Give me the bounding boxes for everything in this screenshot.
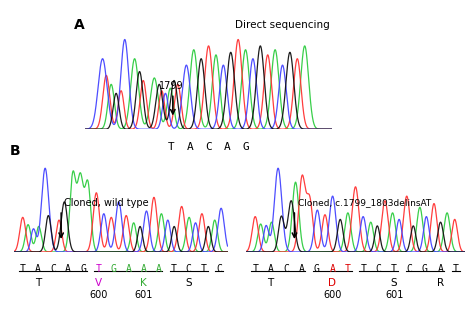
Text: T: T bbox=[171, 264, 177, 274]
Text: Cloned, wild type: Cloned, wild type bbox=[64, 198, 149, 208]
Text: Direct sequencing: Direct sequencing bbox=[235, 20, 329, 30]
Text: A: A bbox=[224, 142, 230, 152]
Text: A: A bbox=[268, 264, 273, 274]
Text: T: T bbox=[360, 264, 366, 274]
Text: A: A bbox=[299, 264, 304, 274]
Text: V: V bbox=[95, 278, 102, 288]
Text: T: T bbox=[345, 264, 351, 274]
Text: S: S bbox=[391, 278, 397, 288]
Text: C: C bbox=[50, 264, 56, 274]
Text: C: C bbox=[283, 264, 289, 274]
Text: A: A bbox=[141, 264, 146, 274]
Text: 600: 600 bbox=[323, 290, 342, 300]
Text: A: A bbox=[329, 264, 335, 274]
Text: G: G bbox=[314, 264, 320, 274]
Text: 601: 601 bbox=[385, 290, 403, 300]
Text: A: A bbox=[65, 264, 71, 274]
Text: T: T bbox=[201, 264, 207, 274]
Text: A: A bbox=[438, 264, 443, 274]
Text: A: A bbox=[35, 264, 41, 274]
Text: S: S bbox=[185, 278, 192, 288]
Text: 600: 600 bbox=[89, 290, 108, 300]
Text: C: C bbox=[205, 142, 212, 152]
Text: T: T bbox=[95, 264, 101, 274]
Text: C: C bbox=[186, 264, 192, 274]
Text: K: K bbox=[140, 278, 147, 288]
Text: 601: 601 bbox=[134, 290, 153, 300]
Text: T: T bbox=[35, 278, 41, 288]
Text: 1799: 1799 bbox=[159, 81, 184, 91]
Text: A: A bbox=[126, 264, 131, 274]
Text: B: B bbox=[9, 144, 20, 158]
Text: T: T bbox=[453, 264, 459, 274]
Text: R: R bbox=[437, 278, 444, 288]
Text: G: G bbox=[110, 264, 116, 274]
Text: G: G bbox=[422, 264, 428, 274]
Text: G: G bbox=[242, 142, 249, 152]
Text: T: T bbox=[252, 264, 258, 274]
Text: C: C bbox=[216, 264, 222, 274]
Text: A: A bbox=[73, 18, 84, 32]
Text: A: A bbox=[187, 142, 193, 152]
Text: C: C bbox=[376, 264, 382, 274]
Text: Cloned, c.1799_1803delinsAT: Cloned, c.1799_1803delinsAT bbox=[298, 199, 431, 208]
Text: D: D bbox=[328, 278, 337, 288]
Text: G: G bbox=[80, 264, 86, 274]
Text: C: C bbox=[407, 264, 412, 274]
Text: T: T bbox=[391, 264, 397, 274]
Text: T: T bbox=[20, 264, 26, 274]
Text: T: T bbox=[267, 278, 274, 288]
Text: A: A bbox=[155, 264, 162, 274]
Text: T: T bbox=[168, 142, 175, 152]
